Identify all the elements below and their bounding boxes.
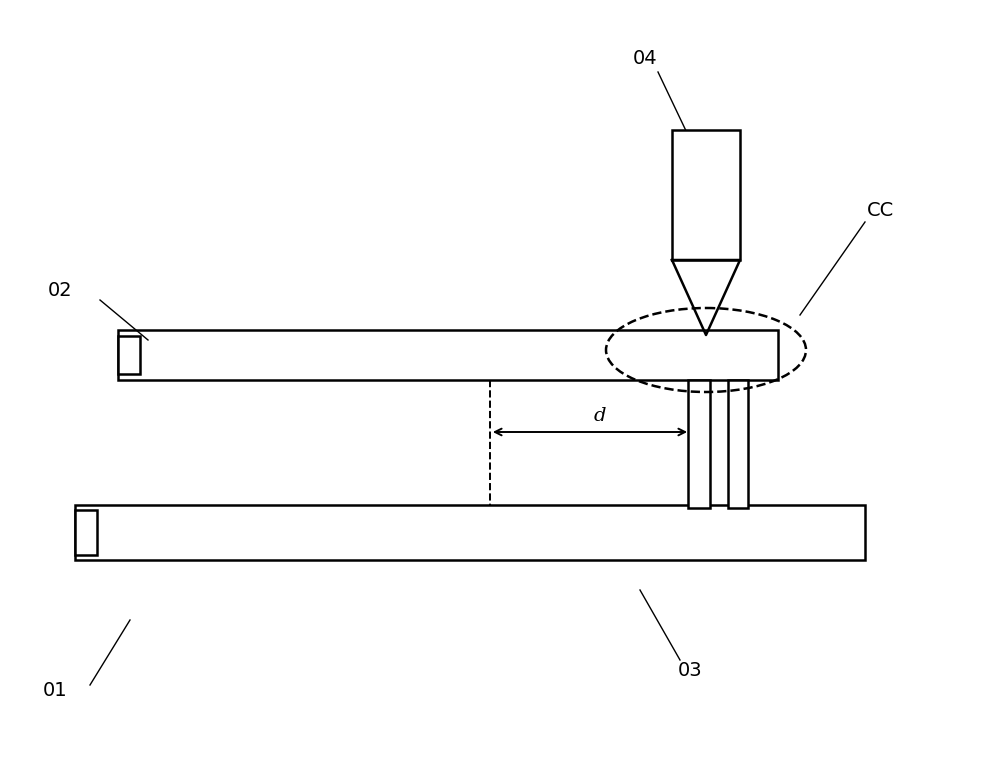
Bar	[118, 336, 140, 374]
Bar	[118, 330, 778, 380]
Text: 03: 03	[678, 661, 702, 680]
Text: 01: 01	[43, 680, 67, 699]
Text: d: d	[594, 407, 606, 425]
Bar	[728, 380, 748, 508]
Bar	[672, 130, 740, 260]
Bar	[688, 380, 710, 508]
Bar	[75, 510, 97, 555]
Text: 02: 02	[48, 280, 72, 300]
Bar	[75, 505, 865, 560]
Text: CC: CC	[866, 200, 894, 219]
Text: 04: 04	[633, 49, 657, 67]
